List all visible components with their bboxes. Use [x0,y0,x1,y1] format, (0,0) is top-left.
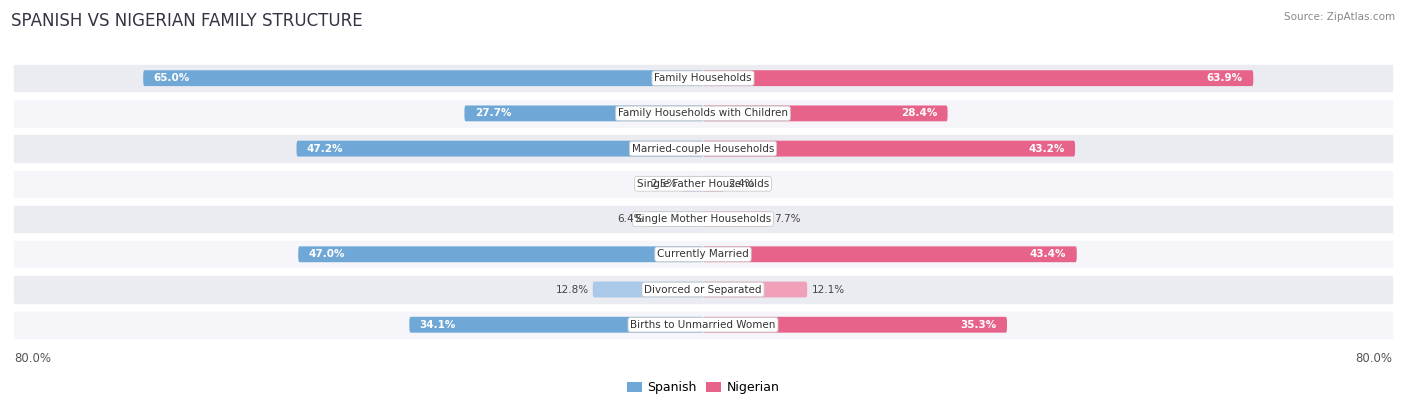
FancyBboxPatch shape [703,70,1253,86]
Text: 6.4%: 6.4% [617,214,644,224]
Text: Single Father Households: Single Father Households [637,179,769,189]
Text: 7.7%: 7.7% [773,214,800,224]
FancyBboxPatch shape [593,282,703,297]
FancyBboxPatch shape [409,317,703,333]
FancyBboxPatch shape [298,246,703,262]
Bar [14,135,1392,162]
Text: Family Households: Family Households [654,73,752,83]
Text: Source: ZipAtlas.com: Source: ZipAtlas.com [1284,12,1395,22]
Text: 2.5%: 2.5% [651,179,678,189]
FancyBboxPatch shape [703,141,1076,156]
Legend: Spanish, Nigerian: Spanish, Nigerian [627,381,779,394]
Bar [14,65,1392,91]
Text: 2.4%: 2.4% [728,179,755,189]
Text: Births to Unmarried Women: Births to Unmarried Women [630,320,776,330]
Bar [14,100,1392,127]
Text: 43.4%: 43.4% [1031,249,1066,259]
Bar [14,171,1392,197]
Bar [14,276,1392,303]
FancyBboxPatch shape [648,211,703,227]
FancyBboxPatch shape [703,246,1077,262]
FancyBboxPatch shape [682,176,703,192]
Text: 63.9%: 63.9% [1206,73,1243,83]
Text: 65.0%: 65.0% [153,73,190,83]
Text: 47.0%: 47.0% [308,249,344,259]
FancyBboxPatch shape [703,282,807,297]
Text: 12.1%: 12.1% [811,284,845,295]
Text: 80.0%: 80.0% [1355,352,1392,365]
Text: Single Mother Households: Single Mother Households [636,214,770,224]
FancyBboxPatch shape [703,176,724,192]
FancyBboxPatch shape [464,105,703,121]
FancyBboxPatch shape [703,105,948,121]
Bar [14,241,1392,267]
Text: Married-couple Households: Married-couple Households [631,144,775,154]
FancyBboxPatch shape [703,211,769,227]
Text: 35.3%: 35.3% [960,320,997,330]
Bar [14,312,1392,338]
Text: 80.0%: 80.0% [14,352,51,365]
Text: 43.2%: 43.2% [1028,144,1064,154]
FancyBboxPatch shape [143,70,703,86]
Text: SPANISH VS NIGERIAN FAMILY STRUCTURE: SPANISH VS NIGERIAN FAMILY STRUCTURE [11,12,363,30]
Bar [14,206,1392,232]
Text: Divorced or Separated: Divorced or Separated [644,284,762,295]
Text: 28.4%: 28.4% [901,108,938,118]
Text: Family Households with Children: Family Households with Children [619,108,787,118]
Text: 34.1%: 34.1% [419,320,456,330]
Text: 27.7%: 27.7% [475,108,512,118]
FancyBboxPatch shape [297,141,703,156]
Text: 47.2%: 47.2% [307,144,343,154]
Text: Currently Married: Currently Married [657,249,749,259]
Text: 12.8%: 12.8% [555,284,589,295]
FancyBboxPatch shape [703,317,1007,333]
